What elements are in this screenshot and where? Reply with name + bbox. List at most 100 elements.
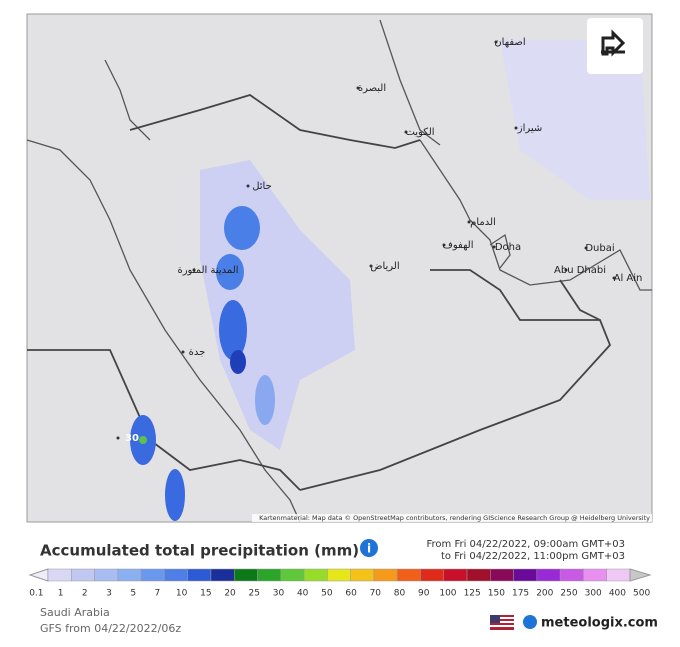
colorbar-segment (164, 568, 188, 582)
city-dot (246, 184, 250, 188)
colorbar-label: 10 (176, 589, 188, 599)
colorbar-label: 20 (224, 589, 236, 599)
city-label: حائل (252, 181, 272, 192)
flag-canton (490, 615, 500, 623)
colorbar-label: 400 (609, 589, 626, 599)
colorbar-segment (536, 568, 561, 582)
colorbar-segment (94, 568, 119, 582)
colorbar-segment (280, 568, 305, 582)
info-button[interactable]: i (360, 539, 378, 557)
city-label: شيراز (517, 123, 543, 134)
colorbar-label: 30 (273, 589, 285, 599)
colorbar-segment (303, 568, 328, 582)
city-dot (369, 264, 373, 268)
colorbar-label: 25 (249, 589, 260, 599)
precip-dark (230, 350, 246, 374)
flag-stripe (490, 621, 514, 623)
precip-blue (255, 375, 275, 425)
city-label: البصرة (358, 83, 386, 94)
colorbar-label: 125 (464, 589, 481, 599)
colorbar-label: 150 (488, 589, 505, 599)
city-dot (192, 268, 196, 272)
colorbar-segment (187, 568, 212, 582)
precip-blue (216, 254, 244, 290)
colorbar-segment (420, 568, 445, 582)
colorbar-segment (396, 568, 421, 582)
city-dot (514, 126, 518, 130)
city-dot (404, 130, 408, 134)
precip-light (500, 40, 650, 200)
colorbar-segment (210, 568, 235, 582)
city-dot (492, 245, 496, 249)
city-label: Al Ain (614, 273, 643, 284)
colorbar-segment (233, 568, 258, 582)
map: حائل المدينة المنورة الرياض جدة الكويت Doha Du… (26, 13, 653, 523)
colorbar-label: 500 (633, 589, 650, 599)
colorbar-label: 7 (155, 589, 161, 599)
city-label: Doha (495, 242, 521, 253)
coastlines (26, 19, 652, 523)
city-dot (356, 86, 360, 90)
city-label: جدة (189, 347, 206, 358)
precip-blue (219, 300, 247, 360)
colorbar-segment (559, 568, 584, 582)
city-dot (181, 350, 185, 354)
colorbar-segment (327, 568, 351, 582)
precipitation (130, 40, 650, 521)
colorbar-label: 0.1 (29, 589, 43, 599)
model-run: GFS from 04/22/2022/06z (40, 622, 181, 635)
colorbar-segment (490, 568, 514, 582)
flag-stripe (490, 625, 514, 627)
info-i[interactable]: i (367, 542, 371, 556)
share-bg[interactable] (587, 18, 643, 74)
colorbar-label: 3 (106, 589, 112, 599)
city-label: الهفوف (442, 240, 473, 251)
colorbar-label: 60 (345, 589, 357, 599)
colorbar-label: 40 (297, 589, 309, 599)
colorbar-label: 15 (200, 589, 211, 599)
colorbar-segment (117, 568, 142, 582)
info-icon[interactable] (360, 539, 378, 557)
share-icon[interactable] (601, 29, 626, 57)
region: Saudi Arabia (40, 606, 110, 619)
precip-blue (165, 469, 185, 521)
colorbar-segment (583, 568, 607, 582)
legend-title: Accumulated total precipitation (mm) (40, 542, 359, 560)
share-button[interactable] (587, 18, 643, 74)
colorbar-label: 90 (418, 589, 430, 599)
city-label: الكويت (405, 127, 434, 138)
city-label: الرياض (370, 261, 399, 272)
time-to: to Fri 04/22/2022, 11:00pm GMT+03 (441, 551, 625, 562)
attribution-bg (252, 514, 652, 522)
colorbar-segment (47, 568, 72, 582)
colorbar-segment (513, 568, 538, 582)
colorbar-arrow (629, 568, 652, 582)
city-dot (584, 246, 588, 250)
colorbar-segment (350, 568, 375, 582)
brand[interactable]: meteologix.com (541, 616, 658, 631)
precip-green (139, 436, 147, 444)
attribution: Kartenmaterial: Map data © OpenStreetMap… (259, 514, 650, 522)
city-label: الدمام (470, 217, 496, 228)
map-labels: حائل المدينة المنورة الرياض جدة الكويت Doha Du… (116, 37, 643, 444)
colorbar-label: 250 (560, 589, 577, 599)
colorbar-label: 1 (58, 589, 64, 599)
city-label: المدينة المنورة (177, 265, 238, 276)
borders (27, 94, 612, 491)
city-dot (612, 276, 616, 280)
city-label: Abu Dhabi (554, 265, 606, 276)
colorbar-label: 50 (321, 589, 333, 599)
colorbar-segment (443, 568, 468, 582)
colorbar-label: 70 (370, 589, 382, 599)
colorbar-arrow (28, 568, 49, 582)
colorbar-label: 80 (394, 589, 406, 599)
precip-blue (224, 206, 260, 250)
colorbar-segment (606, 568, 631, 582)
city-dot (564, 268, 568, 272)
time-from: From Fri 04/22/2022, 09:00am GMT+03 (427, 539, 626, 550)
brand-logo (523, 615, 537, 629)
city-dot (442, 243, 446, 247)
city-dot (116, 436, 120, 440)
colorbar-label: 100 (439, 589, 456, 599)
